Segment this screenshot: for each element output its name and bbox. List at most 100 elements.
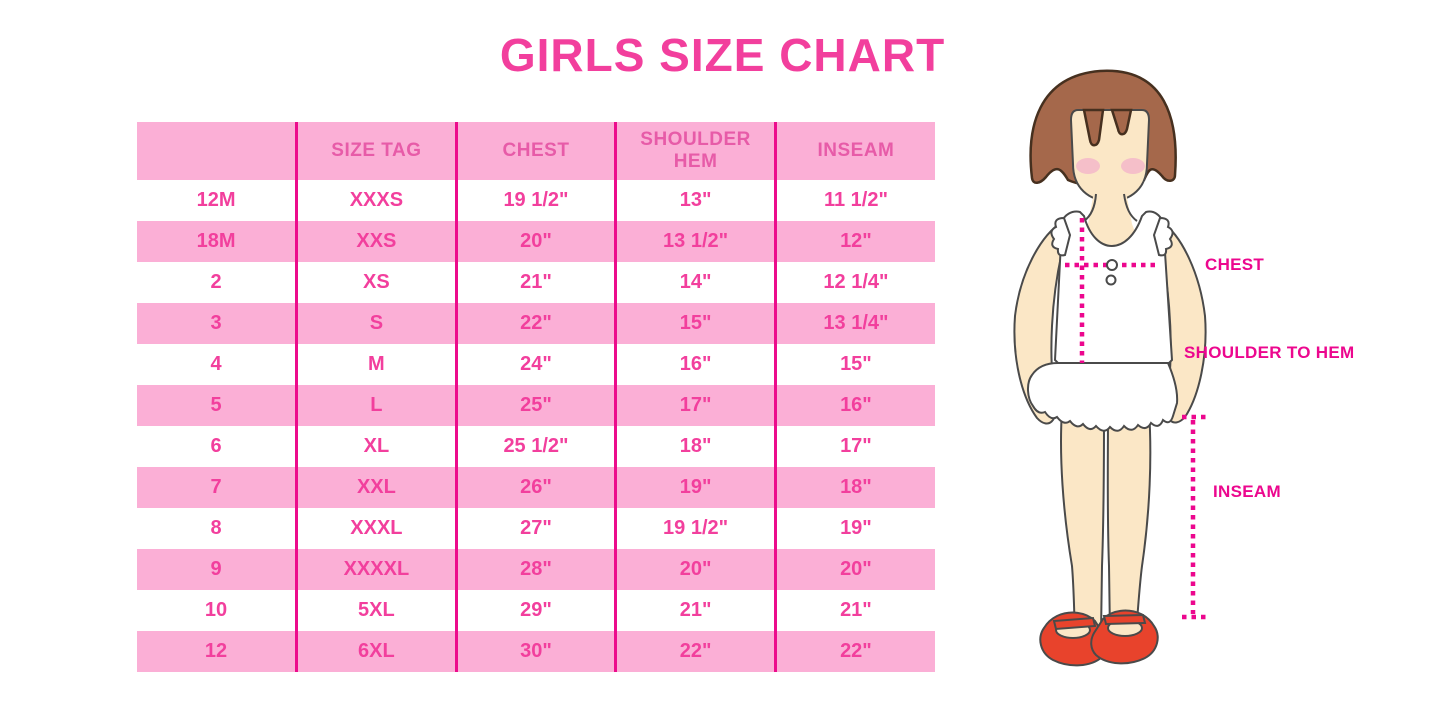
table-cell: 5XL [295,590,457,631]
table-cell: 11 1/2" [773,180,935,221]
table-cell: 17" [773,426,935,467]
size-table-header: SIZE TAG CHEST SHOULDER HEM INSEAM [137,122,935,180]
table-cell: L [295,385,457,426]
size-table: SIZE TAG CHEST SHOULDER HEM INSEAM 12M XXXS 1… [137,122,935,672]
table-cell: 22" [614,631,776,672]
table-cell: 12M [196,189,236,211]
table-cell: 22" [773,631,935,672]
table-cell: XXXS [295,180,457,221]
blush-right [1121,158,1145,174]
table-cell: XXXL [295,508,457,549]
table-cell: 15" [773,344,935,385]
table-cell: 21" [773,590,935,631]
table-row: 6 XL 25 1/2" 18" 17" [137,426,935,467]
leg-left [1060,408,1106,636]
table-row: 10 5XL 29" 21" 21" [137,590,935,631]
table-row: 2 XS 21" 14" 12 1/4" [137,262,935,303]
table-cell: 12" [773,221,935,262]
table-row: 3 S 22" 15" 13 1/4" [137,303,935,344]
table-cell: 19" [773,508,935,549]
table-row: 12 6XL 30" 22" 22" [137,631,935,672]
table-cell: XS [295,262,457,303]
table-cell: 7 [210,476,222,498]
page-title: GIRLS SIZE CHART [499,29,946,81]
skirt [1027,362,1179,432]
table-cell: 12 [204,640,228,662]
column-header [137,122,297,180]
table-cell: 17" [614,385,776,426]
table-cell: 19" [614,467,776,508]
table-cell: 21" [614,590,776,631]
table-cell: 20" [614,549,776,590]
table-cell: M [295,344,457,385]
table-cell: 14" [614,262,776,303]
table-cell: 19 1/2" [614,508,776,549]
column-header: SHOULDER HEM [614,122,776,180]
bangs-right-icon [1110,108,1133,136]
size-table-body: 12M XXXS 19 1/2" 13" 11 1/2" 18M XXS 20" 13 1/2"… [137,180,935,672]
bangs-left-icon [1082,108,1105,147]
face [1069,109,1151,203]
table-row: 5 L 25" 17" 16" [137,385,935,426]
table-cell: 18M [196,230,236,252]
table-cell: 30" [454,631,616,672]
table-cell: 13 1/4" [773,303,935,344]
table-cell: 5 [210,394,222,416]
table-row: 18M XXS 20" 13 1/2" 12" [137,221,935,262]
table-cell: 21" [454,262,616,303]
leg-right [1106,408,1152,636]
header-row: SIZE TAG CHEST SHOULDER HEM INSEAM [137,122,935,180]
table-cell: 12 1/4" [773,262,935,303]
table-cell: 8 [210,517,222,539]
table-cell: 6XL [295,631,457,672]
table-cell: 29" [454,590,616,631]
table-cell: XXS [295,221,457,262]
table-cell: 25" [454,385,616,426]
table-row: 4 M 24" 16" 15" [137,344,935,385]
table-cell: 26" [454,467,616,508]
arm-left [1013,220,1068,425]
shoe-right-strap [1102,613,1147,626]
table-row: 12M XXXS 19 1/2" 13" 11 1/2" [137,180,935,221]
table-cell: 15" [614,303,776,344]
table-cell: 25 1/2" [454,426,616,467]
table-cell: 28" [454,549,616,590]
table-cell: XXXXL [295,549,457,590]
table-cell: 16" [773,385,935,426]
table-cell: 13 1/2" [614,221,776,262]
column-header: SIZE TAG [295,122,457,180]
table-row: 7 XXL 26" 19" 18" [137,467,935,508]
shoe-left-strap [1052,616,1097,631]
table-cell: 16" [614,344,776,385]
chest-label: CHEST [1205,255,1265,274]
table-cell: 4 [210,353,222,375]
table-cell: 18" [773,467,935,508]
measurement-figure: CHEST SHOULDER TO HEM INSEAM [1000,60,1445,723]
blush-left [1076,158,1100,174]
table-cell: 27" [454,508,616,549]
table-cell: 22" [454,303,616,344]
shoulder-to-hem-label: SHOULDER TO HEM [1184,343,1355,362]
table-cell: 10 [204,599,228,621]
table-cell: 18" [614,426,776,467]
table-row: 9 XXXXL 28" 20" 20" [137,549,935,590]
table-cell: 2 [210,271,222,293]
ruffle-left-icon [1050,216,1072,257]
table-row: 8 XXXL 27" 19 1/2" 19" [137,508,935,549]
top-button-2 [1105,274,1117,286]
girl-illustration [1013,69,1207,667]
table-cell: 19 1/2" [454,180,616,221]
table-cell: XXL [295,467,457,508]
table-cell: 20" [773,549,935,590]
table-cell: 24" [454,344,616,385]
inseam-label: INSEAM [1213,482,1281,501]
column-header: INSEAM [773,122,935,180]
table-cell: XL [295,426,457,467]
table-cell: 6 [210,435,222,457]
top-button-1 [1106,259,1118,271]
table-cell: 20" [454,221,616,262]
table-cell: S [295,303,457,344]
column-header: CHEST [454,122,616,180]
table-cell: 3 [210,312,222,334]
